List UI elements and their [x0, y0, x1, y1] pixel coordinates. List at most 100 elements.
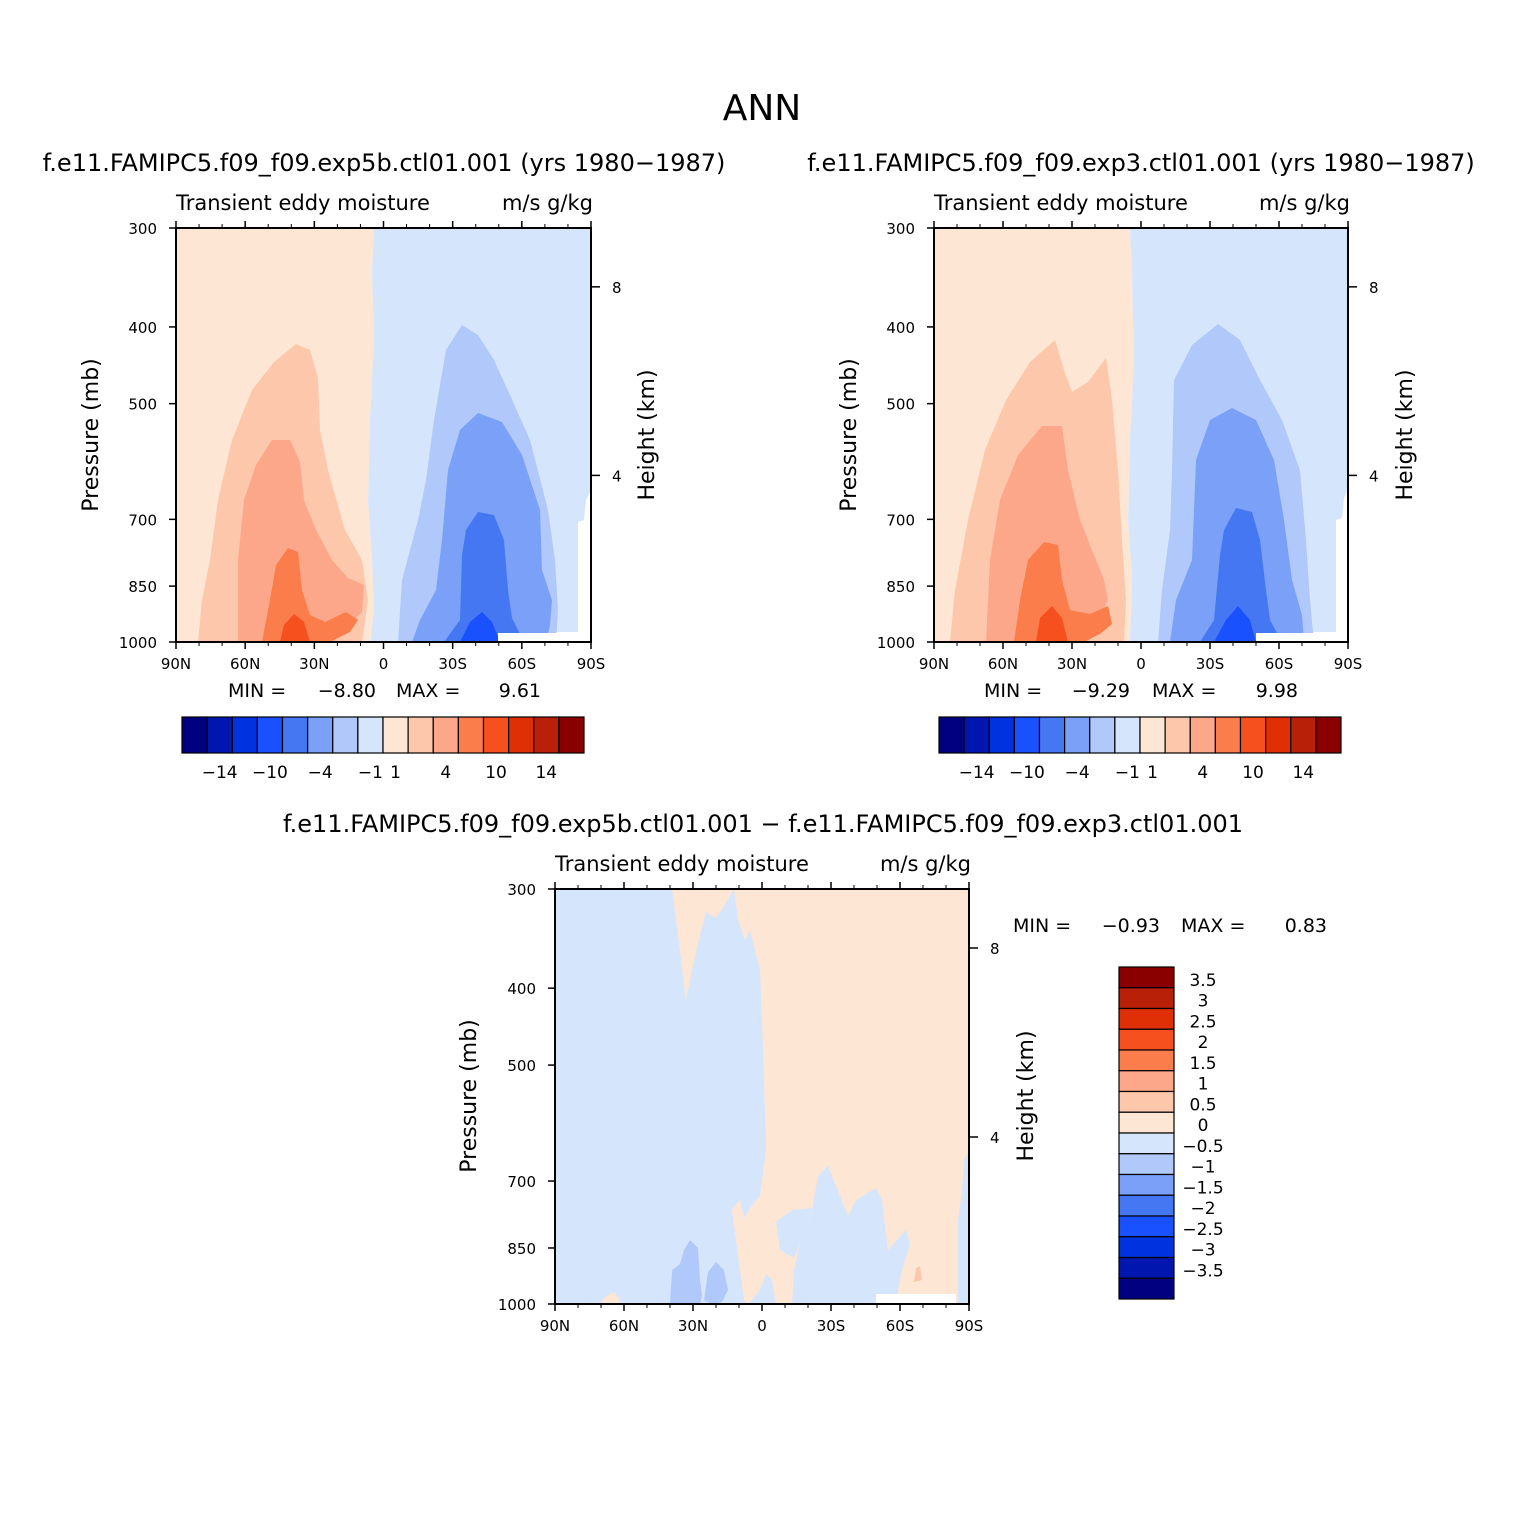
colorbar-swatch — [281, 716, 309, 754]
contour-fill-0-to-0.5 — [672, 889, 969, 1304]
panel-difference: f.e11.FAMIPC5.f09_f09.exp5b.ctl01.001 − … — [283, 810, 1327, 1335]
contour-fill-2-to-4 — [986, 426, 1108, 642]
colorbar-swatch — [1239, 716, 1267, 754]
y-tick-label: 1000 — [119, 634, 157, 652]
y-tick-label: 850 — [507, 1240, 536, 1258]
colorbar-swatch — [1118, 1256, 1175, 1279]
x-tick-label: 90N — [161, 655, 191, 673]
y-right-tick-label: 4 — [612, 467, 622, 485]
y-tick-label: 300 — [886, 220, 915, 238]
y-tick-label: 400 — [886, 319, 915, 337]
colorbar-swatch — [1118, 1049, 1175, 1072]
colorbar-label: −3.5 — [1182, 1261, 1223, 1281]
colorbar-swatch — [332, 716, 359, 754]
y-right-tick-label: 8 — [990, 940, 1000, 958]
x-tick-label: 90S — [1334, 655, 1363, 673]
colorbar-swatch — [533, 716, 560, 754]
contour-fill-minus8-to-minus4 — [1200, 508, 1282, 642]
colorbar-label: 10 — [485, 763, 507, 783]
colorbar-label: −4 — [1065, 763, 1090, 783]
y-tick-label: 850 — [128, 578, 157, 596]
min-value: −9.29 — [1072, 680, 1130, 702]
y-right-tick-label: 4 — [1369, 467, 1379, 485]
colorbar-swatch — [1013, 716, 1041, 754]
colorbar-swatch — [482, 716, 510, 754]
colorbar-swatch — [231, 716, 258, 754]
colorbar-swatch — [1118, 1007, 1175, 1030]
variable-name: Transient eddy moisture — [933, 191, 1188, 215]
contour-fill-minus1-to-minus0.5 — [670, 1240, 702, 1304]
colorbar-swatch — [1118, 987, 1175, 1010]
colorbar-label: −10 — [252, 763, 288, 783]
contour-fill-minus0.5-to-0-lobe — [776, 1208, 812, 1258]
x-tick-label: 30N — [1057, 655, 1087, 673]
colorbar-label: −2 — [1190, 1199, 1215, 1219]
max-value: 9.98 — [1256, 680, 1298, 702]
x-tick-label: 30S — [817, 1317, 846, 1335]
colorbar-label: −1 — [358, 763, 383, 783]
colorbar-swatch — [1118, 966, 1175, 989]
colorbar-swatch — [1038, 716, 1066, 754]
x-tick-label: 90S — [577, 655, 606, 673]
x-tick-label: 60N — [988, 655, 1018, 673]
colorbar-swatch — [256, 716, 284, 754]
colorbar-label: −14 — [202, 763, 238, 783]
y-tick-label: 500 — [507, 1057, 536, 1075]
colorbar-label: 1 — [390, 763, 401, 783]
colorbar-label: 0.5 — [1189, 1095, 1216, 1115]
max-label: MAX = — [1181, 915, 1245, 937]
panel-title: f.e11.FAMIPC5.f09_f09.exp5b.ctl01.001 − … — [283, 810, 1243, 838]
colorbar-label: 4 — [440, 763, 451, 783]
y-tick-label: 700 — [886, 511, 915, 529]
colorbar-swatch — [1118, 1194, 1175, 1217]
colorbar-swatch — [1089, 716, 1116, 754]
colorbar-label: −14 — [959, 763, 995, 783]
x-tick-label: 0 — [1136, 655, 1146, 673]
x-tick-label: 90N — [540, 1317, 570, 1335]
min-value: −8.80 — [318, 680, 376, 702]
colorbar-swatch — [988, 716, 1015, 754]
colorbar-label: 2.5 — [1189, 1012, 1216, 1032]
colorbar-swatch — [432, 716, 459, 754]
y-axis-right-label: Height (km) — [635, 369, 660, 500]
colorbar-label: 14 — [1292, 763, 1314, 783]
x-tick-label: 90S — [955, 1317, 984, 1335]
colorbar-swatch — [508, 716, 535, 754]
x-tick-label: 30N — [678, 1317, 708, 1335]
contour-field — [555, 889, 969, 1304]
y-tick-label: 300 — [507, 881, 536, 899]
y-tick-label: 300 — [128, 220, 157, 238]
colorbar-swatch — [1118, 1236, 1175, 1259]
colorbar-label: −1 — [1190, 1158, 1215, 1178]
colorbar-label: −10 — [1009, 763, 1045, 783]
panel-title: f.e11.FAMIPC5.f09_f09.exp3.ctl01.001 (yr… — [807, 149, 1475, 177]
colorbar-swatch — [1114, 716, 1141, 754]
variable-name: Transient eddy moisture — [175, 191, 430, 215]
x-tick-label: 30S — [438, 655, 467, 673]
contour-fill-4-to-8 — [262, 548, 358, 642]
axes: 90N 60N 30N 0 30S 60S 90S 300 400 500 700 850 1000 8 4 — [498, 881, 1000, 1335]
x-tick-label: 60N — [230, 655, 260, 673]
contour-fill-8-to-10 — [280, 614, 310, 642]
colorbar-swatch — [1290, 716, 1317, 754]
figure-title: ANN — [723, 88, 802, 129]
x-tick-label: 60S — [1265, 655, 1294, 673]
colorbar: −14 −10 −4 −1 1 4 10 14 — [938, 716, 1342, 783]
missing-data-area — [876, 1294, 956, 1304]
colorbar-swatch — [181, 716, 208, 754]
colorbar-label: −0.5 — [1182, 1137, 1223, 1157]
max-value: 0.83 — [1285, 915, 1327, 937]
min-value: −0.93 — [1102, 915, 1160, 937]
colorbar: −14 −10 −4 −1 1 4 10 14 — [181, 716, 585, 783]
contour-fill-minus10-to-minus8 — [1214, 606, 1256, 642]
contour-fill-0.5-to-1 — [914, 1266, 922, 1282]
variable-units: m/s g/kg — [1259, 191, 1350, 215]
colorbar-swatch — [1118, 1215, 1175, 1238]
colorbar-swatch — [1118, 1132, 1175, 1155]
colorbar-label: 10 — [1242, 763, 1264, 783]
colorbar-swatch — [307, 716, 334, 754]
x-tick-label: 30S — [1196, 655, 1225, 673]
contour-fill-minus1-to-minus0.5 — [704, 1262, 728, 1304]
colorbar-swatch — [938, 716, 965, 754]
